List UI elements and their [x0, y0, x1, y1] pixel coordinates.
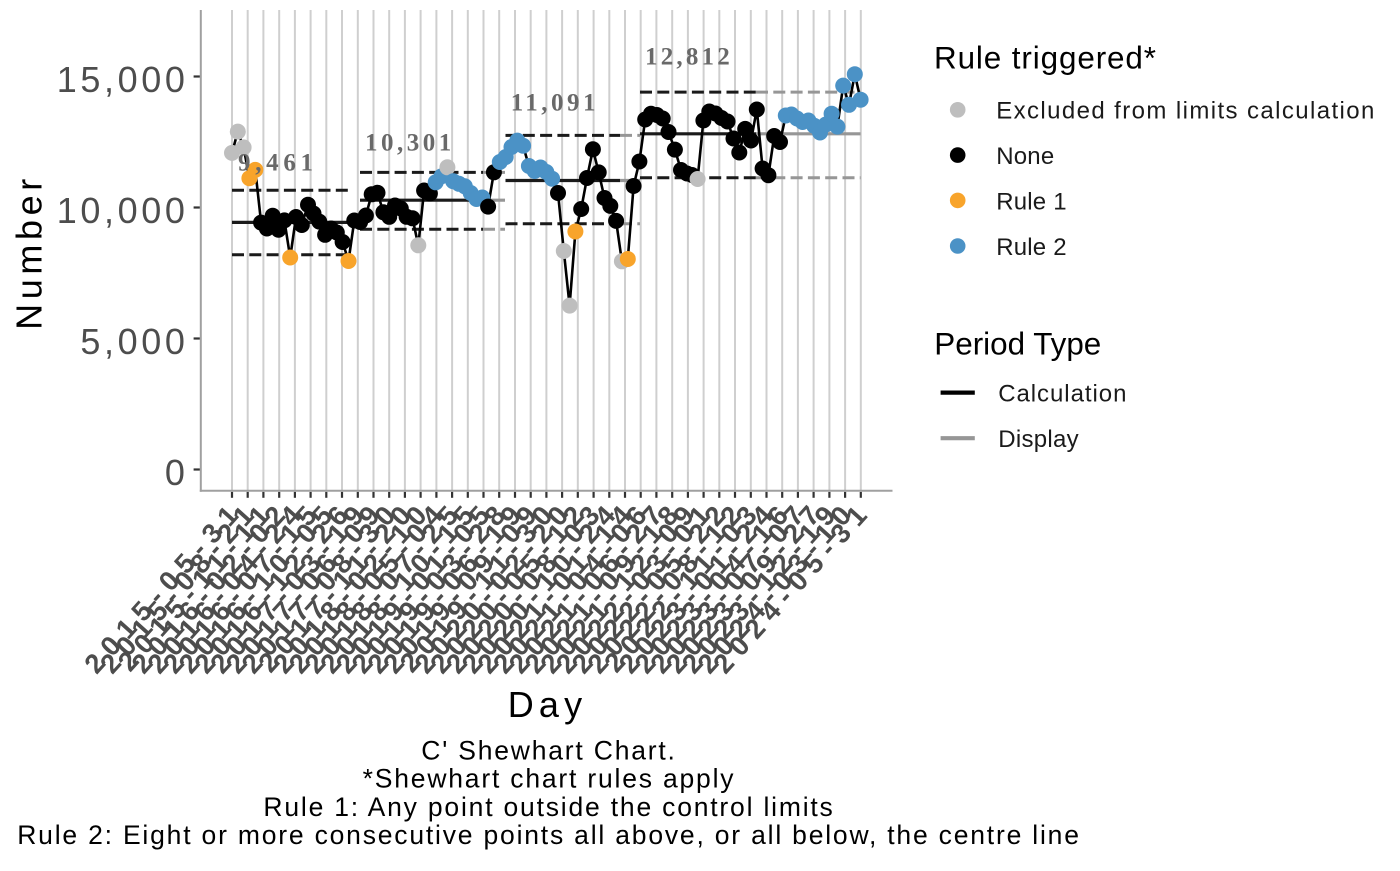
svg-text:Rule 2: Eight or more consecut: Rule 2: Eight or more consecutive points…: [17, 820, 1081, 850]
svg-text:*Shewhart chart rules apply: *Shewhart chart rules apply: [363, 764, 736, 794]
svg-text:0: 0: [165, 452, 189, 493]
svg-text:Period Type: Period Type: [934, 326, 1101, 361]
svg-text:5,000: 5,000: [80, 321, 188, 362]
svg-text:10,000: 10,000: [57, 190, 189, 231]
svg-text:11,091: 11,091: [511, 90, 599, 117]
svg-text:Number: Number: [9, 174, 50, 330]
svg-text:9,461: 9,461: [238, 149, 318, 176]
svg-text:Rule 1: Any point outside the: Rule 1: Any point outside the control li…: [263, 792, 834, 822]
svg-text:Rule 1: Rule 1: [996, 188, 1067, 215]
svg-text:10,301: 10,301: [365, 130, 455, 157]
svg-text:15,000: 15,000: [57, 59, 189, 100]
svg-text:Rule 2: Rule 2: [996, 234, 1067, 261]
svg-text:Excluded from limits calculati: Excluded from limits calculation: [996, 98, 1376, 125]
svg-text:Rule triggered*: Rule triggered*: [934, 41, 1157, 76]
svg-text:Display: Display: [998, 426, 1079, 453]
svg-text:C' Shewhart Chart.: C' Shewhart Chart.: [421, 735, 676, 765]
svg-text:None: None: [996, 143, 1054, 170]
svg-text:Calculation: Calculation: [998, 381, 1127, 408]
svg-text:12,812: 12,812: [645, 43, 733, 70]
svg-text:Day: Day: [508, 684, 588, 725]
